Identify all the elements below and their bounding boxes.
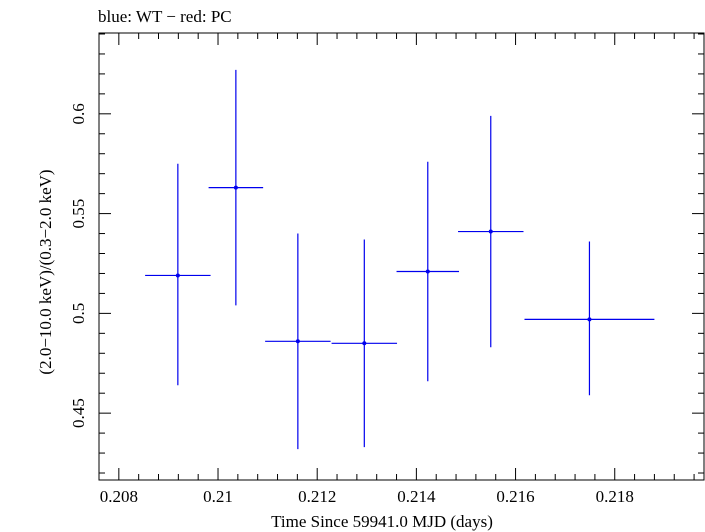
chart-title: blue: WT − red: PC: [98, 7, 232, 26]
y-tick-label: 0.55: [69, 199, 88, 229]
data-point: [524, 241, 655, 396]
point-marker: [587, 317, 592, 322]
x-tick-labels: 0.208 0.21 0.212 0.214 0.216 0.218: [100, 487, 634, 506]
data-point: [265, 233, 331, 450]
point-marker: [175, 273, 180, 278]
x-tick-label: 0.21: [203, 487, 233, 506]
point-marker: [425, 269, 430, 274]
x-tick-label: 0.212: [298, 487, 336, 506]
y-tick-label: 0.5: [69, 303, 88, 324]
point-marker: [362, 341, 367, 346]
point-marker: [295, 339, 300, 344]
y-axis-label: (2.0−10.0 keV)/(0.3−2.0 keV): [36, 169, 55, 374]
y-tick-labels: 0.45 0.5 0.55 0.6: [69, 103, 88, 428]
axis-ticks: [99, 33, 704, 480]
data-point: [145, 163, 211, 386]
x-tick-label: 0.214: [397, 487, 436, 506]
plot-frame: [98, 32, 705, 481]
data-point: [208, 69, 264, 306]
x-axis-label: Time Since 59941.0 MJD (days): [271, 512, 493, 531]
point-marker: [233, 185, 238, 190]
data-points: [145, 69, 655, 450]
data-point: [396, 161, 460, 382]
x-tick-label: 0.218: [596, 487, 634, 506]
x-tick-label: 0.216: [496, 487, 534, 506]
data-point: [458, 115, 524, 348]
data-point: [331, 239, 398, 448]
y-tick-label: 0.45: [69, 398, 88, 428]
x-tick-label: 0.208: [100, 487, 138, 506]
y-tick-label: 0.6: [69, 103, 88, 124]
point-marker: [488, 229, 493, 234]
